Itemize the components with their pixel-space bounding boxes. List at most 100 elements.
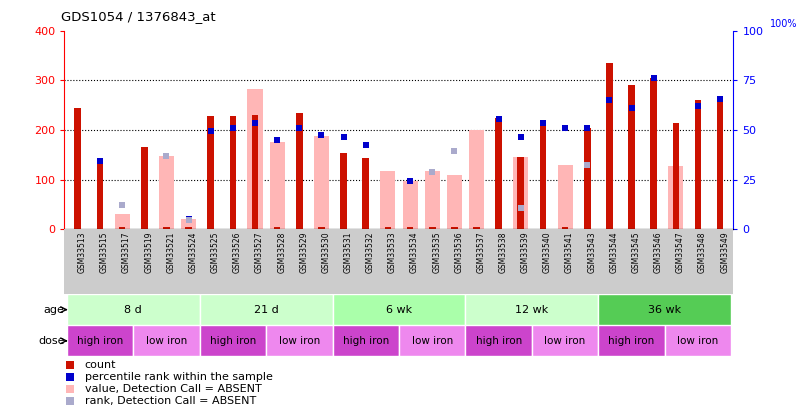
Text: percentile rank within the sample: percentile rank within the sample bbox=[85, 372, 272, 382]
Bar bbox=[133, 325, 200, 356]
Bar bbox=[380, 171, 396, 229]
Text: GSM33544: GSM33544 bbox=[609, 231, 618, 273]
Text: GSM33529: GSM33529 bbox=[299, 231, 308, 273]
Text: GSM33517: GSM33517 bbox=[122, 231, 131, 273]
Bar bbox=[207, 116, 214, 229]
Text: GSM33548: GSM33548 bbox=[698, 231, 707, 273]
Bar bbox=[695, 100, 701, 229]
Bar bbox=[296, 113, 302, 229]
Bar bbox=[668, 166, 683, 229]
Text: count: count bbox=[85, 360, 116, 370]
Bar bbox=[540, 125, 546, 229]
Bar bbox=[340, 153, 347, 229]
Bar bbox=[200, 294, 333, 325]
Bar bbox=[230, 116, 236, 229]
Bar bbox=[606, 63, 613, 229]
Bar bbox=[558, 165, 572, 229]
Bar bbox=[74, 108, 81, 229]
Bar bbox=[318, 227, 325, 229]
Bar bbox=[274, 227, 280, 229]
Bar bbox=[163, 227, 170, 229]
Text: GSM33513: GSM33513 bbox=[77, 231, 87, 273]
Bar bbox=[333, 325, 399, 356]
Bar bbox=[517, 157, 524, 229]
Bar bbox=[465, 325, 532, 356]
Text: 12 wk: 12 wk bbox=[515, 305, 549, 315]
Text: GSM33540: GSM33540 bbox=[543, 231, 552, 273]
Text: GSM33530: GSM33530 bbox=[322, 231, 330, 273]
Text: 100%: 100% bbox=[771, 19, 798, 29]
Bar bbox=[247, 89, 263, 229]
Text: value, Detection Call = ABSENT: value, Detection Call = ABSENT bbox=[85, 384, 261, 394]
Text: GSM33538: GSM33538 bbox=[499, 231, 508, 273]
Bar bbox=[333, 294, 465, 325]
Bar bbox=[584, 128, 591, 229]
Text: age: age bbox=[44, 305, 64, 315]
Text: 6 wk: 6 wk bbox=[386, 305, 412, 315]
Bar bbox=[473, 227, 480, 229]
Text: GSM33525: GSM33525 bbox=[210, 231, 220, 273]
Text: GSM33527: GSM33527 bbox=[255, 231, 264, 273]
Text: GSM33545: GSM33545 bbox=[632, 231, 641, 273]
Bar bbox=[628, 85, 635, 229]
Bar bbox=[141, 147, 147, 229]
Text: high iron: high iron bbox=[77, 336, 123, 346]
Bar bbox=[200, 325, 266, 356]
Bar bbox=[251, 115, 258, 229]
Text: GSM33536: GSM33536 bbox=[455, 231, 463, 273]
Bar bbox=[384, 227, 391, 229]
Text: GSM33547: GSM33547 bbox=[676, 231, 685, 273]
Bar bbox=[598, 294, 731, 325]
Text: GSM33537: GSM33537 bbox=[476, 231, 485, 273]
Bar bbox=[407, 227, 413, 229]
Bar bbox=[114, 214, 130, 229]
Text: GSM33535: GSM33535 bbox=[432, 231, 441, 273]
Bar bbox=[185, 227, 192, 229]
Bar bbox=[513, 157, 529, 229]
Bar bbox=[363, 158, 369, 229]
Text: GSM33543: GSM33543 bbox=[588, 231, 596, 273]
Bar bbox=[429, 227, 435, 229]
Text: GSM33528: GSM33528 bbox=[277, 231, 286, 273]
Bar bbox=[67, 325, 133, 356]
Text: GSM33539: GSM33539 bbox=[521, 231, 530, 273]
Text: GSM33519: GSM33519 bbox=[144, 231, 153, 273]
Bar bbox=[402, 181, 418, 229]
Bar bbox=[399, 325, 465, 356]
Bar bbox=[181, 219, 196, 229]
Text: high iron: high iron bbox=[210, 336, 256, 346]
Text: GSM33532: GSM33532 bbox=[366, 231, 375, 273]
Bar bbox=[269, 143, 285, 229]
Bar bbox=[67, 294, 200, 325]
Bar bbox=[469, 130, 484, 229]
Text: dose: dose bbox=[38, 336, 64, 346]
Text: high iron: high iron bbox=[609, 336, 654, 346]
Text: high iron: high iron bbox=[476, 336, 521, 346]
Bar bbox=[465, 294, 598, 325]
Text: GSM33531: GSM33531 bbox=[343, 231, 352, 273]
Text: high iron: high iron bbox=[343, 336, 388, 346]
Text: low iron: low iron bbox=[677, 336, 719, 346]
Bar bbox=[672, 123, 679, 229]
Text: GDS1054 / 1376843_at: GDS1054 / 1376843_at bbox=[61, 10, 216, 23]
Text: GSM33515: GSM33515 bbox=[100, 231, 109, 273]
Bar bbox=[562, 227, 568, 229]
Text: low iron: low iron bbox=[412, 336, 453, 346]
Bar bbox=[451, 227, 458, 229]
Bar bbox=[598, 325, 665, 356]
Text: low iron: low iron bbox=[279, 336, 320, 346]
Bar bbox=[496, 117, 502, 229]
Bar bbox=[532, 325, 598, 356]
Text: low iron: low iron bbox=[146, 336, 187, 346]
Bar bbox=[650, 78, 657, 229]
Bar bbox=[118, 227, 126, 229]
Text: GSM33521: GSM33521 bbox=[166, 231, 176, 273]
Text: 8 d: 8 d bbox=[124, 305, 142, 315]
Bar bbox=[717, 98, 724, 229]
Text: GSM33549: GSM33549 bbox=[721, 231, 729, 273]
Bar bbox=[425, 171, 440, 229]
Text: GSM33534: GSM33534 bbox=[410, 231, 419, 273]
Text: GSM33533: GSM33533 bbox=[388, 231, 397, 273]
Text: rank, Detection Call = ABSENT: rank, Detection Call = ABSENT bbox=[85, 396, 256, 405]
Text: 21 d: 21 d bbox=[254, 305, 278, 315]
